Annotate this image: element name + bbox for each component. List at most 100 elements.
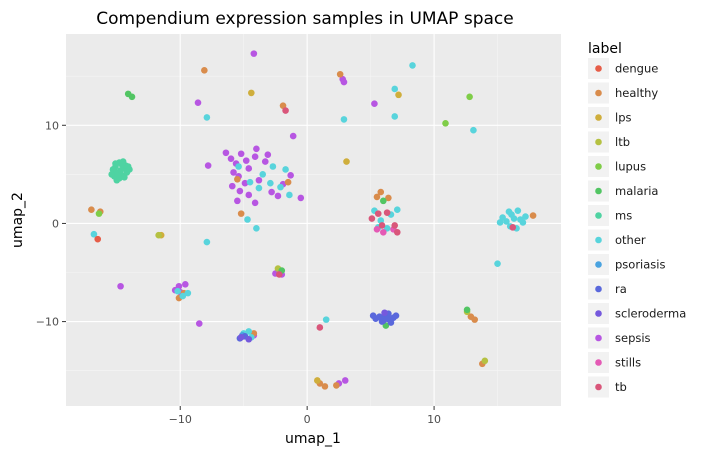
data-point-scleroderma xyxy=(381,309,388,317)
data-point-tb xyxy=(383,209,391,216)
data-point-other xyxy=(179,292,187,300)
legend-label-scleroderma: scleroderma xyxy=(615,307,686,321)
data-point-sepsis xyxy=(268,188,275,196)
data-point-lps xyxy=(314,377,321,384)
data-point-other xyxy=(510,215,518,222)
data-points xyxy=(88,50,537,390)
data-point-sepsis xyxy=(340,78,348,86)
legend-swatch-ms xyxy=(595,212,602,219)
legend-label-dengue: dengue xyxy=(615,62,658,76)
legend-swatch-healthy xyxy=(595,89,602,97)
data-point-malaria xyxy=(128,93,136,101)
data-point-healthy xyxy=(529,212,537,219)
legend-swatch-tb xyxy=(595,383,602,391)
data-point-sepsis xyxy=(251,153,259,160)
data-point-other xyxy=(246,178,254,186)
data-point-healthy xyxy=(321,383,329,390)
data-point-ra xyxy=(392,312,400,319)
data-point-ms xyxy=(108,171,115,178)
x-axis-label: umap_1 xyxy=(285,431,341,447)
data-point-other xyxy=(277,183,284,191)
data-point-sepsis xyxy=(222,149,230,157)
data-point-other xyxy=(322,316,330,323)
data-point-tb xyxy=(509,224,517,231)
legend-label-ms: ms xyxy=(615,209,632,223)
data-point-lps xyxy=(343,158,350,165)
data-point-other xyxy=(470,126,477,134)
data-point-healthy xyxy=(385,194,392,202)
data-point-tb xyxy=(378,222,386,229)
legend-label-lupus: lupus xyxy=(615,160,646,174)
data-point-sepsis xyxy=(264,151,272,159)
legend-label-psoriasis: psoriasis xyxy=(615,258,665,272)
data-point-sepsis xyxy=(241,179,249,187)
data-point-other xyxy=(235,163,242,170)
data-point-tb xyxy=(368,215,376,222)
legend-label-healthy: healthy xyxy=(615,86,658,100)
data-point-ra xyxy=(377,314,385,321)
data-point-healthy xyxy=(336,70,344,78)
data-point-ra xyxy=(383,315,391,322)
data-point-other xyxy=(253,225,260,232)
chart-title: Compendium expression samples in UMAP sp… xyxy=(96,9,513,29)
data-point-other xyxy=(259,171,267,178)
data-point-tb xyxy=(393,228,401,236)
legend-swatch-stills xyxy=(595,359,602,366)
data-point-sepsis xyxy=(245,165,253,172)
data-point-healthy xyxy=(234,175,241,183)
data-point-other xyxy=(494,260,501,267)
axis-ticks: −10 0 10 −10 0 10 xyxy=(36,119,441,426)
data-point-sepsis xyxy=(228,182,236,190)
legend-swatch-other xyxy=(595,236,602,244)
data-point-sepsis xyxy=(250,50,258,57)
data-point-other xyxy=(340,116,348,123)
data-point-healthy xyxy=(279,102,287,109)
y-axis-label: umap_2 xyxy=(10,192,26,248)
data-point-healthy xyxy=(333,382,340,389)
data-point-sepsis xyxy=(341,377,349,384)
data-point-ms xyxy=(112,160,119,167)
data-point-other xyxy=(514,207,522,214)
data-point-other xyxy=(269,163,277,170)
data-point-other xyxy=(409,62,416,69)
legend-label-ltb: ltb xyxy=(615,135,630,149)
data-point-ltb xyxy=(155,231,162,239)
data-point-sepsis xyxy=(261,158,269,165)
data-point-tb xyxy=(374,210,382,217)
data-point-scleroderma xyxy=(245,335,253,343)
data-point-other xyxy=(391,85,399,93)
data-point-other xyxy=(282,166,289,173)
y-tick-label: −10 xyxy=(36,316,59,329)
data-point-other xyxy=(267,179,274,187)
data-point-stills xyxy=(380,228,387,236)
data-point-other xyxy=(203,238,211,246)
legend-title: label xyxy=(588,41,622,57)
data-point-dengue xyxy=(94,235,102,243)
data-point-ra xyxy=(369,312,377,319)
data-point-other xyxy=(496,219,504,226)
data-point-lps xyxy=(248,89,255,97)
legend-label-sepsis: sepsis xyxy=(615,331,651,345)
data-point-ms xyxy=(117,167,124,174)
data-point-other xyxy=(203,114,211,121)
data-point-malaria xyxy=(463,306,471,314)
data-point-sepsis xyxy=(289,132,297,140)
data-point-sepsis xyxy=(117,282,124,290)
data-point-ms xyxy=(121,174,128,181)
legend-label-lps: lps xyxy=(615,111,632,125)
legend-swatch-psoriasis xyxy=(595,261,602,268)
legend-swatch-lps xyxy=(595,114,602,121)
legend-swatch-ra xyxy=(595,285,602,293)
data-point-stills xyxy=(373,226,381,233)
data-point-sepsis xyxy=(287,172,294,179)
legend-swatch-dengue xyxy=(595,65,602,72)
major-gridlines xyxy=(66,34,561,406)
legend-swatch-sepsis xyxy=(595,334,602,342)
data-point-other xyxy=(255,184,263,192)
legend: dengue healthy lps ltb lupus malaria ms other ps… xyxy=(588,58,686,398)
data-point-sepsis xyxy=(234,197,241,205)
data-point-ms xyxy=(126,166,133,173)
data-point-healthy xyxy=(377,188,385,196)
data-point-sepsis xyxy=(253,145,260,153)
